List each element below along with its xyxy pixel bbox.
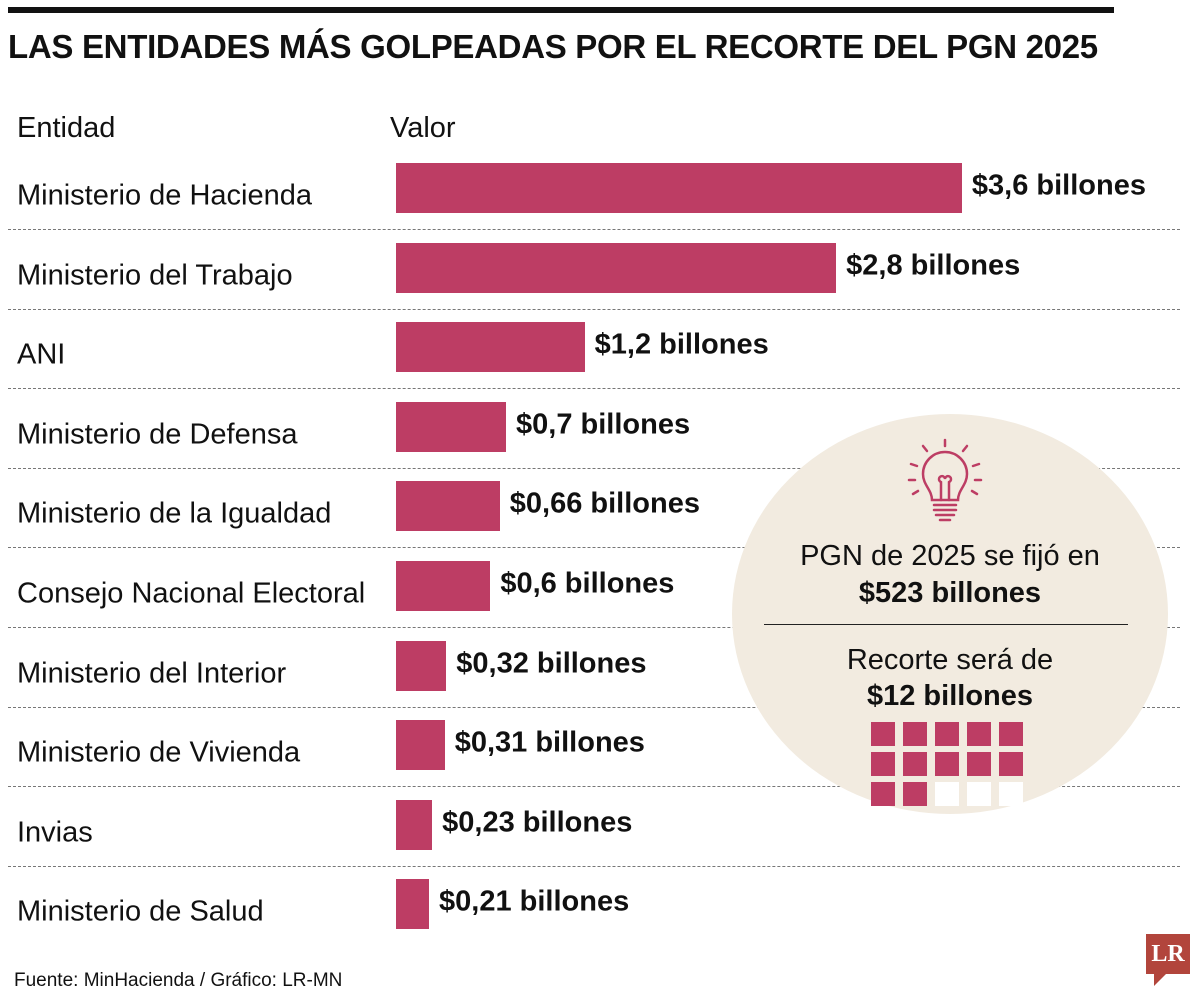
bar [396,561,491,611]
row-divider [8,388,1180,390]
source-note: Fuente: MinHacienda / Gráfico: LR-MN [14,970,343,991]
row-divider [8,229,1180,230]
waffle-square-empty [967,782,991,806]
value-label: $0,66 billones [509,487,700,520]
value-label: $0,31 billones [454,726,645,759]
category-label: Ministerio de Hacienda [17,179,312,212]
pgn-value: $523 billones [858,577,1042,609]
chart-title: LAS ENTIDADES MÁS GOLPEADAS POR EL RECOR… [8,28,1098,65]
value-label: $0,7 billones [516,408,691,441]
value-label: $2,8 billones [846,249,1021,282]
waffle-square-empty [935,782,959,806]
bar [396,481,500,532]
category-label: Invias [17,816,93,849]
waffle-square-filled [871,752,895,776]
category-label: Ministerio del Interior [17,657,287,690]
category-label: Ministerio de la Igualdad [17,497,332,530]
waffle-square-filled [967,752,991,776]
bar [396,640,447,691]
waffle-square-filled [903,752,927,776]
callout-divider [764,624,1128,625]
category-label: ANI [17,338,66,371]
top-rule [8,7,1114,13]
category-label: Consejo Nacional Electoral [17,577,366,610]
row-divider [8,467,1180,469]
value-label: $3,6 billones [971,169,1146,202]
value-label: $0,21 billones [439,885,630,918]
waffle-square-filled [999,722,1023,746]
pgn-label: PGN de 2025 se fijó en [800,540,1100,572]
bar [396,322,585,373]
recorte-label: Recorte será de [846,644,1054,676]
waffle-square-filled [871,782,895,806]
recorte-value: $12 billones [866,680,1033,712]
category-label: Ministerio de Vivienda [17,736,301,769]
value-label: $0,32 billones [456,647,647,680]
waffle-square-empty [999,782,1023,806]
row-divider [8,308,1180,310]
bar [396,163,962,213]
bar [396,401,507,452]
column-header-entidad: Entidad [17,112,116,144]
category-label: Ministerio de Defensa [17,418,298,451]
value-label: $0,6 billones [500,567,675,600]
row-divider [8,865,1180,867]
category-label: Ministerio de Salud [17,895,264,928]
waffle-square-filled [935,722,959,746]
bar [396,799,433,850]
lr-logo: LR [1146,934,1190,986]
waffle-square-filled [903,782,927,806]
bar [396,242,837,293]
row-divider [8,706,1180,708]
row-divider [8,786,1180,788]
waffle-square-filled [935,752,959,776]
value-label: $1,2 billones [594,328,769,361]
waffle-square-filled [999,752,1023,776]
row-divider [8,627,1180,628]
value-label: $0,23 billones [442,806,633,839]
waffle-square-filled [967,722,991,746]
bar [396,879,429,930]
category-label: Ministerio del Trabajo [17,259,293,292]
waffle-square-filled [871,722,895,746]
row-divider [8,547,1180,549]
bar [396,720,445,771]
lightbulb-icon [907,438,983,522]
column-header-valor: Valor [390,112,456,144]
waffle-square-filled [903,722,927,746]
